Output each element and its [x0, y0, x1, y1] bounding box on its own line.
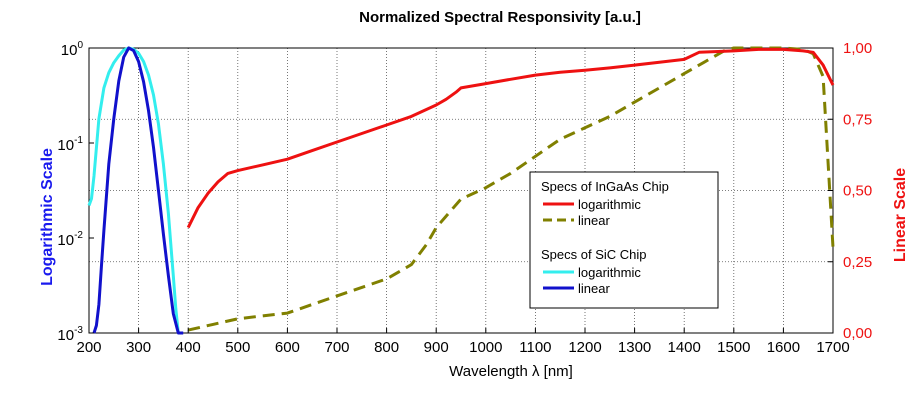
series-layer	[87, 46, 835, 335]
ingaas-linear-series-line	[187, 46, 835, 332]
legend-group1-title: Specs of InGaAs Chip	[541, 179, 669, 194]
x-tick-label: 800	[374, 339, 399, 356]
chart-title: Normalized Spectral Responsivity [a.u.]	[359, 9, 641, 26]
sic-log-series-line	[87, 46, 180, 334]
x-tick-label: 1700	[816, 339, 849, 356]
right-tick-label: 0,00	[843, 325, 872, 342]
ingaas-log-series-line	[186, 47, 835, 229]
x-tick-labels: 200 300 400 500 600 700 800 900 1000 1100 1200 1300…	[76, 328, 850, 356]
left-tick-label: 10-3	[57, 325, 83, 344]
left-axis-label: Logarithmic Scale	[39, 148, 56, 286]
grid-lines	[89, 48, 833, 333]
right-tick-label: 1,00	[843, 40, 872, 57]
x-tick-label: 1300	[618, 339, 651, 356]
x-tick-label: 1600	[767, 339, 800, 356]
left-tick-label: 10-1	[57, 135, 83, 154]
right-tick-label: 0,50	[843, 183, 872, 200]
legend-box	[529, 171, 719, 309]
x-tick-label: 600	[275, 339, 300, 356]
legend-label-sic-log: logarithmic	[578, 265, 641, 280]
x-tick-label: 1200	[568, 339, 601, 356]
x-tick-label: 1100	[519, 339, 551, 356]
x-tick-label: 900	[424, 339, 449, 356]
x-tick-label: 1000	[469, 339, 502, 356]
x-tick-label: 400	[176, 339, 201, 356]
legend: Specs of InGaAs Chip logarithmic linear …	[529, 171, 719, 309]
left-tick-labels: 100 10-1 10-2 10-3	[57, 40, 94, 344]
legend-group2-title: Specs of SiC Chip	[541, 247, 647, 262]
sic-linear-series-line	[92, 46, 184, 335]
x-tick-label: 300	[126, 339, 151, 356]
left-tick-label: 100	[61, 40, 84, 59]
legend-label-ingaas-log: logarithmic	[578, 197, 641, 212]
x-tick-label: 200	[76, 339, 101, 356]
right-tick-label: 0,25	[843, 254, 872, 271]
x-tick-label: 700	[324, 339, 349, 356]
legend-label-sic-lin: linear	[578, 281, 610, 296]
left-tick-label: 10-2	[57, 230, 83, 249]
legend-label-ingaas-lin: linear	[578, 213, 610, 228]
x-tick-label: 1400	[668, 339, 701, 356]
x-tick-label: 500	[225, 339, 250, 356]
right-tick-labels: 1,00 0,75 0,50 0,25 0,00	[828, 40, 872, 342]
right-axis-label: Linear Scale	[892, 168, 909, 262]
x-tick-label: 1500	[717, 339, 750, 356]
x-axis-label: Wavelength λ [nm]	[449, 363, 573, 380]
right-tick-label: 0,75	[843, 111, 872, 128]
